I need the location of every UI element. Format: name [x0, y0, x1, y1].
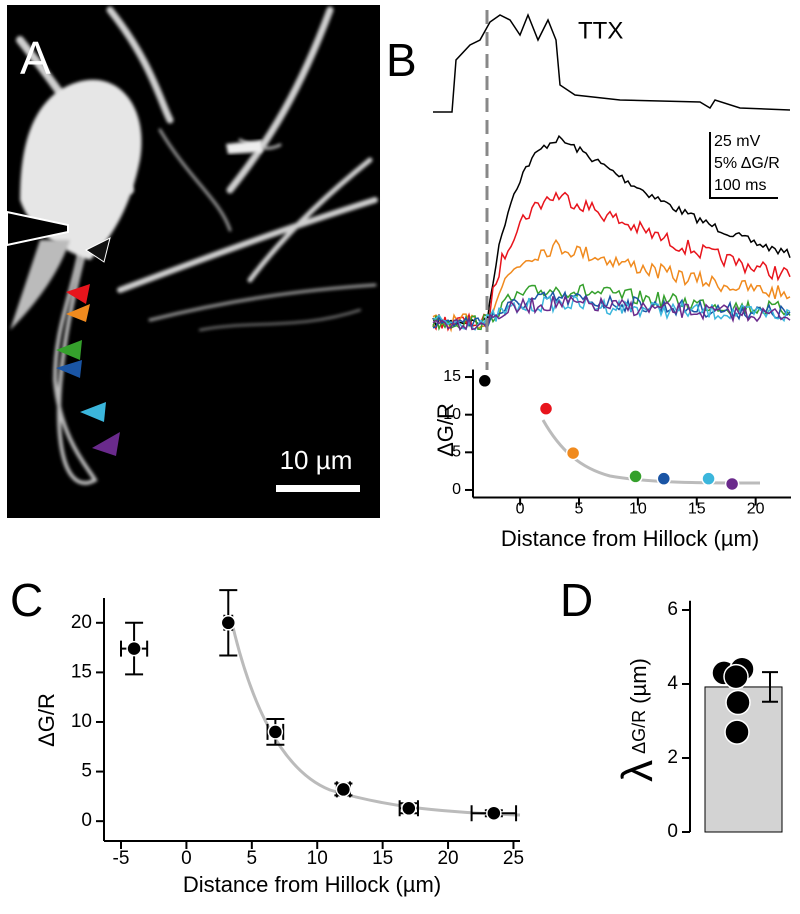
y-axis-label: λ ΔG/R (µm) — [613, 658, 662, 782]
x-tick-label: 20 — [747, 501, 765, 518]
y-tick-label: 5 — [81, 761, 92, 782]
y-axis-label-part: λ — [613, 760, 662, 782]
point — [701, 471, 716, 486]
x-tick-label: 10 — [307, 848, 328, 869]
y-tick-label: 6 — [667, 599, 678, 620]
error-bar — [762, 671, 778, 703]
y-tick-label: 15 — [71, 661, 92, 682]
trace — [432, 191, 791, 332]
point — [723, 663, 749, 690]
point — [477, 373, 493, 389]
point — [220, 615, 237, 631]
y-tick-label: 20 — [71, 612, 92, 633]
y-axis-label-part: ΔG/R — [629, 710, 649, 754]
y-tick-label: 4 — [667, 673, 678, 694]
x-tick-label: -5 — [113, 848, 130, 869]
x-tick-label: 25 — [503, 848, 524, 869]
panel-label: C — [10, 574, 43, 626]
y-tick-label: 0 — [667, 821, 678, 842]
point — [724, 476, 740, 492]
y-tick-label: 0 — [452, 481, 461, 498]
y-axis-label: ΔG/R — [34, 693, 59, 747]
trace — [432, 295, 791, 332]
point — [725, 689, 751, 716]
x-tick-label: 10 — [629, 501, 647, 518]
trace — [432, 290, 791, 331]
y-tick-label: 15 — [443, 368, 461, 385]
scale-label: 5% ΔG/R — [714, 155, 780, 172]
y-axis-label: ΔG/R — [433, 403, 458, 457]
point — [724, 719, 750, 745]
x-axis-label: Distance from Hillock (µm) — [501, 526, 759, 551]
trace — [433, 12, 791, 113]
x-tick-label: 5 — [575, 501, 584, 518]
y-tick-label: 10 — [71, 711, 92, 732]
point — [126, 640, 142, 657]
point — [656, 471, 672, 486]
y-axis-label-part: (µm) — [626, 658, 651, 704]
x-tick-label: 15 — [688, 501, 706, 518]
point — [335, 781, 352, 798]
point — [401, 800, 417, 817]
scale-bar — [709, 132, 778, 199]
point — [565, 445, 581, 461]
x-tick-label: 0 — [181, 848, 192, 869]
y-tick-label: 0 — [81, 810, 92, 831]
y-tick-label: 2 — [667, 747, 678, 768]
point — [267, 724, 284, 740]
point — [486, 805, 502, 821]
point — [538, 401, 554, 416]
x-axis-label: Distance from Hillock (µm) — [183, 872, 441, 897]
micrograph: 10 µm A — [6, 5, 380, 518]
x-tick-label: 15 — [372, 848, 393, 869]
trace-label: TTX — [578, 17, 623, 44]
panel-label: B — [386, 34, 417, 86]
panel-label: D — [560, 574, 593, 626]
x-tick-label: 20 — [437, 848, 458, 869]
trace — [432, 294, 791, 331]
panel-label: A — [20, 32, 51, 84]
x-tick-label: 5 — [247, 848, 258, 869]
point — [628, 469, 643, 484]
fit-curve — [230, 622, 521, 817]
scale-label: 25 mV — [714, 133, 761, 150]
trace — [432, 134, 791, 328]
y-tick-label: 5 — [452, 444, 461, 461]
y-tick-label: 10 — [443, 406, 461, 423]
traces — [432, 12, 791, 333]
scale-label: 100 ms — [714, 177, 766, 194]
x-tick-label: 0 — [516, 501, 525, 518]
scale-bar-label: 10 µm — [280, 445, 353, 475]
